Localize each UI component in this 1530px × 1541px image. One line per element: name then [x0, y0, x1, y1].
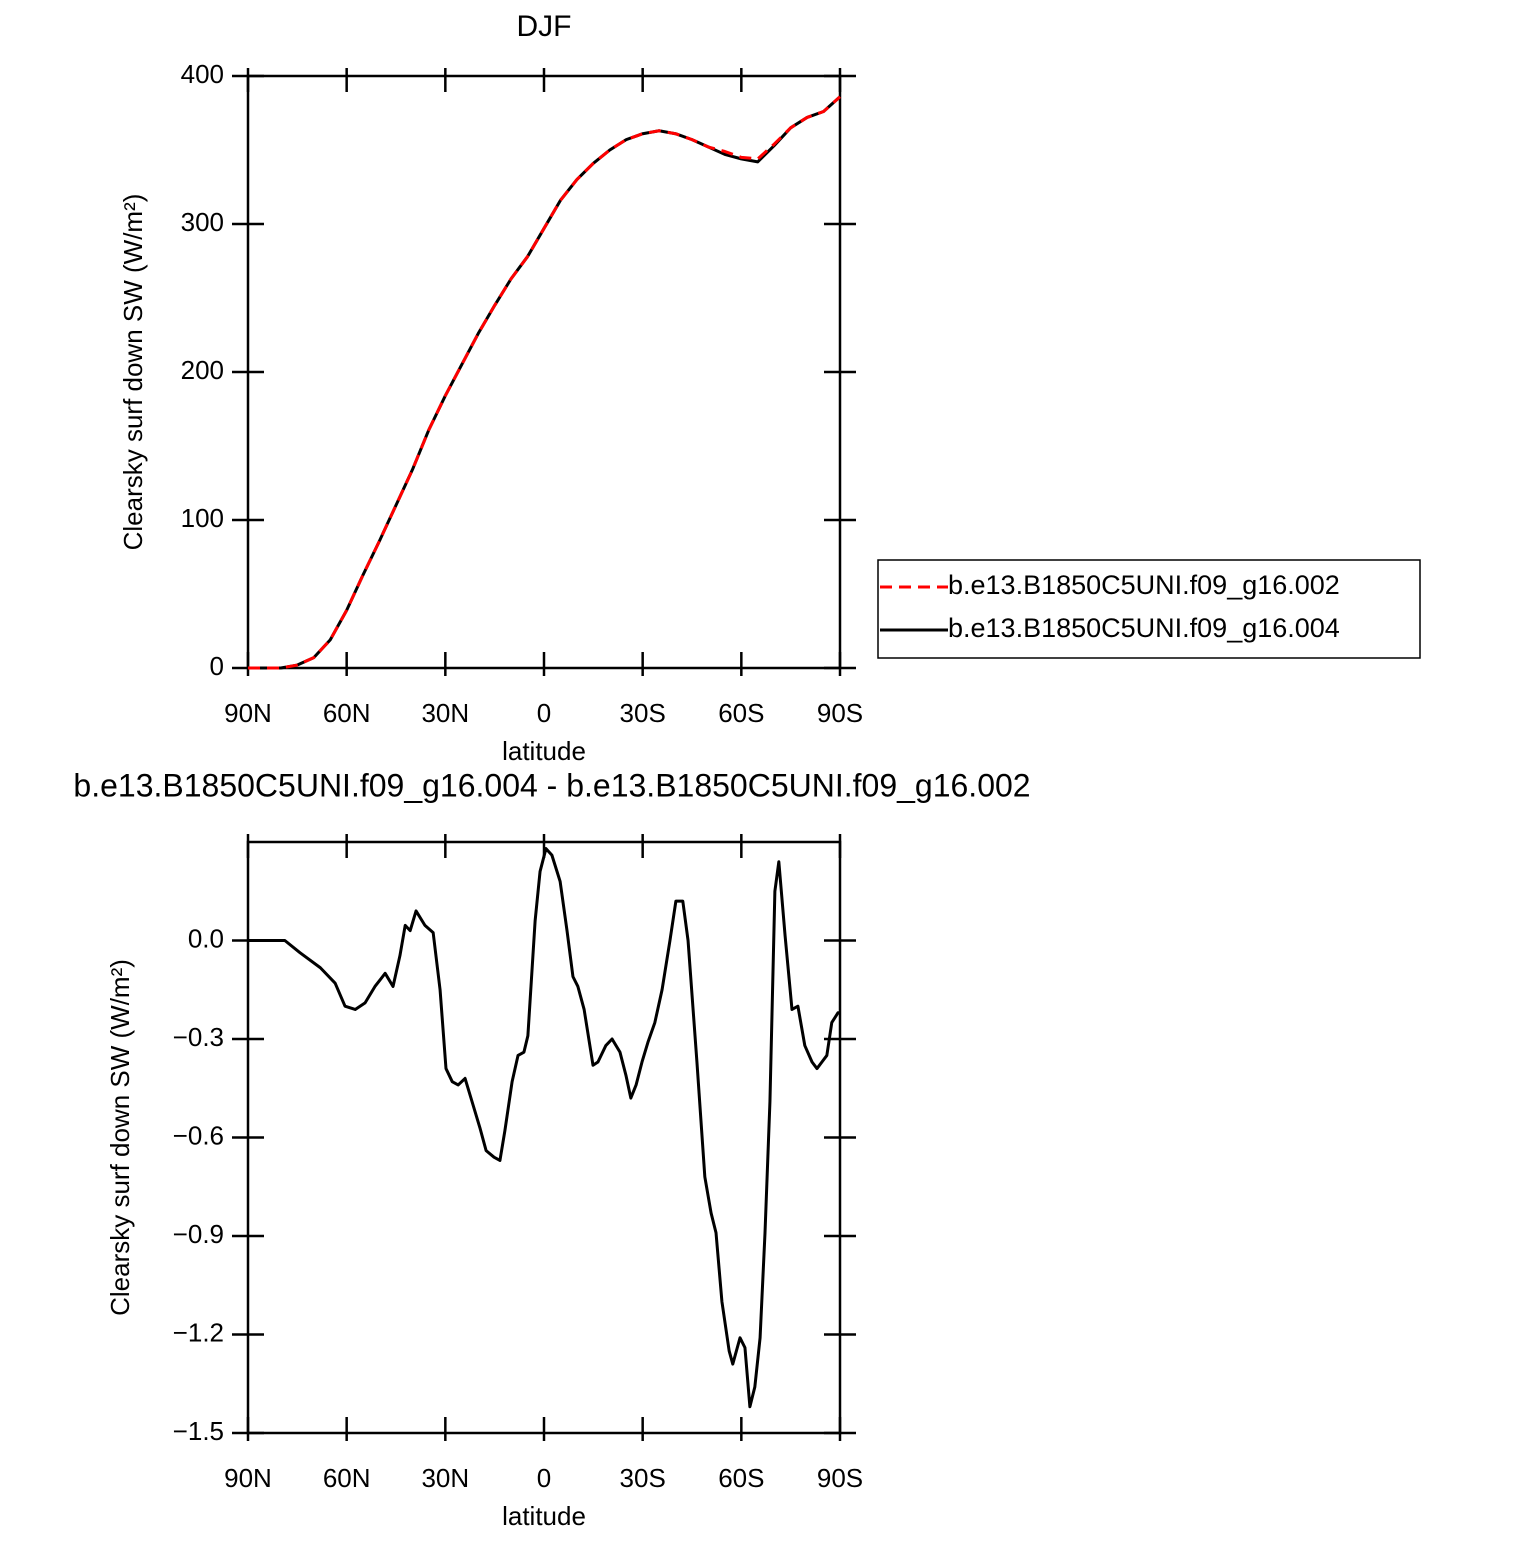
y-tick-label: −1.2	[173, 1317, 224, 1347]
y-tick-label: 0	[210, 651, 224, 681]
data-line	[248, 95, 842, 670]
x-tick-label: 60S	[718, 698, 764, 728]
y-tick-label: 0.0	[188, 923, 224, 953]
x-axis-title: latitude	[502, 1501, 586, 1531]
x-tick-label: 60N	[323, 698, 371, 728]
legend-label: b.e13.B1850C5UNI.f09_g16.002	[948, 570, 1340, 600]
data-line	[248, 847, 840, 1409]
y-tick-label: 100	[181, 503, 224, 533]
x-tick-label: 30S	[620, 698, 666, 728]
x-tick-label: 90N	[224, 698, 272, 728]
y-axis-title: Clearsky surf down SW (W/m²)	[105, 959, 135, 1316]
x-tick-label: 60N	[323, 1463, 371, 1493]
y-tick-label: −1.5	[173, 1416, 224, 1446]
legend-label: b.e13.B1850C5UNI.f09_g16.004	[948, 613, 1340, 643]
y-tick-label: 400	[181, 59, 224, 89]
x-tick-label: 0	[537, 1463, 551, 1493]
x-tick-label: 30S	[620, 1463, 666, 1493]
x-tick-label: 90S	[817, 1463, 863, 1493]
legend-box	[877, 559, 1421, 659]
chart-title: DJF	[517, 10, 572, 43]
x-tick-label: 30N	[421, 698, 469, 728]
chart-title: b.e13.B1850C5UNI.f09_g16.004 - b.e13.B18…	[73, 767, 1030, 803]
y-tick-label: −0.9	[173, 1219, 224, 1249]
plot-frame	[246, 74, 842, 670]
x-tick-label: 90N	[224, 1463, 272, 1493]
x-tick-label: 30N	[421, 1463, 469, 1493]
x-axis-title: latitude	[502, 736, 586, 766]
y-tick-label: 300	[181, 207, 224, 237]
y-tick-label: −0.3	[173, 1022, 224, 1052]
x-tick-label: 90S	[817, 698, 863, 728]
x-tick-label: 0	[537, 698, 551, 728]
plot-frame	[246, 840, 842, 1435]
y-tick-label: −0.6	[173, 1120, 224, 1150]
y-axis-title: Clearsky surf down SW (W/m²)	[118, 194, 148, 551]
y-tick-label: 200	[181, 355, 224, 385]
data-line	[248, 95, 842, 670]
x-tick-label: 60S	[718, 1463, 764, 1493]
